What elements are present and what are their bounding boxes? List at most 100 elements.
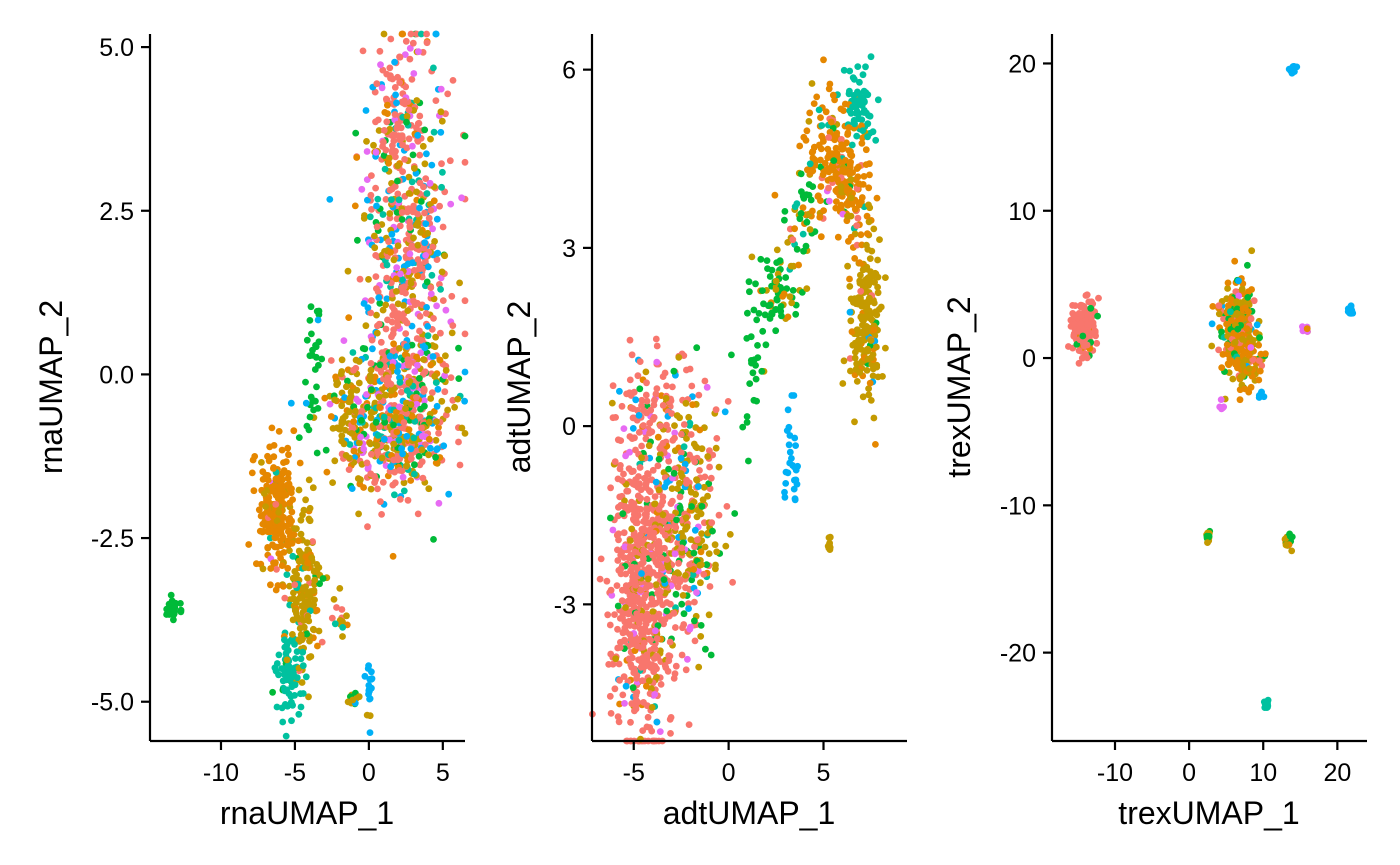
rna-umap-point bbox=[428, 271, 436, 279]
rna-umap-point bbox=[420, 183, 427, 191]
rna-umap-point bbox=[367, 485, 375, 493]
adt-umap-point bbox=[808, 149, 816, 156]
rna-umap-x-tick-label: 5 bbox=[436, 759, 450, 787]
rna-umap-point bbox=[352, 407, 359, 415]
adt-umap-point bbox=[653, 342, 661, 350]
rna-umap-point bbox=[355, 693, 363, 701]
adt-umap-point bbox=[796, 142, 804, 150]
trex-umap-point bbox=[1250, 297, 1258, 305]
trex-umap-point bbox=[1204, 539, 1211, 546]
rna-umap-point bbox=[427, 444, 434, 452]
adt-umap-point bbox=[863, 241, 870, 249]
adt-umap-point bbox=[609, 660, 617, 668]
rna-umap-point bbox=[424, 263, 432, 271]
adt-umap-point bbox=[617, 565, 625, 572]
rna-umap-point bbox=[423, 304, 430, 311]
adt-umap-point bbox=[715, 463, 723, 471]
adt-umap-point bbox=[632, 692, 640, 699]
adt-umap-point bbox=[671, 550, 679, 558]
rna-umap-point bbox=[295, 537, 302, 545]
rna-umap-point bbox=[338, 606, 346, 613]
adt-umap-point bbox=[616, 465, 624, 473]
rna-umap-point bbox=[285, 451, 292, 459]
rna-umap-point bbox=[319, 575, 327, 582]
rna-umap-point bbox=[442, 352, 449, 360]
adt-umap-y-tick-label: -3 bbox=[554, 591, 576, 619]
trex-umap-point bbox=[1082, 292, 1090, 299]
adt-umap-point bbox=[650, 663, 658, 671]
rna-umap-point bbox=[304, 612, 312, 620]
rna-umap-point bbox=[282, 732, 290, 740]
rna-umap-point bbox=[437, 128, 445, 136]
adt-umap-point bbox=[867, 397, 875, 404]
adt-umap-point bbox=[847, 194, 855, 202]
trex-umap-point bbox=[1247, 315, 1255, 323]
rna-umap-point bbox=[386, 210, 394, 217]
adt-umap-point bbox=[636, 385, 644, 393]
trex-umap-point bbox=[1223, 341, 1231, 349]
rna-umap-point bbox=[382, 391, 389, 399]
rna-umap-point bbox=[458, 194, 465, 202]
rna-umap-point bbox=[394, 322, 402, 330]
adt-umap-point bbox=[620, 425, 628, 432]
rna-umap-point bbox=[295, 557, 303, 565]
trex-umap-point bbox=[1287, 66, 1294, 74]
rna-umap-point bbox=[390, 440, 398, 448]
rna-umap-y-tick-label: 0.0 bbox=[99, 361, 134, 389]
adt-umap-point bbox=[851, 255, 859, 262]
adt-umap-point bbox=[864, 355, 872, 363]
adt-umap-point bbox=[616, 493, 624, 501]
rna-umap-point bbox=[380, 435, 388, 443]
rna-umap-point bbox=[382, 301, 390, 309]
rna-umap-point bbox=[277, 530, 285, 538]
rna-umap-point bbox=[444, 90, 452, 98]
adt-umap-point bbox=[686, 419, 694, 427]
rna-umap-point bbox=[455, 375, 463, 382]
rna-umap-point bbox=[399, 30, 407, 38]
adt-umap-point bbox=[854, 326, 861, 334]
rna-umap-point bbox=[396, 403, 403, 411]
trex-umap-point bbox=[1208, 342, 1216, 350]
adt-umap-point bbox=[622, 452, 629, 460]
adt-umap-point bbox=[863, 367, 871, 374]
adt-umap-point bbox=[643, 397, 651, 405]
adt-umap-point bbox=[722, 542, 730, 550]
adt-umap-point bbox=[637, 586, 645, 594]
adt-umap-point bbox=[843, 187, 851, 195]
rna-umap-point bbox=[379, 478, 387, 486]
adt-umap-point bbox=[688, 503, 695, 510]
adt-umap-y-tick-label: 3 bbox=[562, 235, 576, 263]
adt-umap-point bbox=[763, 257, 771, 264]
rna-umap-point bbox=[407, 30, 415, 38]
rna-umap-point bbox=[302, 378, 309, 386]
rna-umap-point bbox=[293, 525, 300, 533]
adt-umap-point bbox=[876, 236, 883, 244]
adt-umap-point bbox=[597, 555, 605, 563]
trex-umap-point bbox=[1084, 321, 1091, 328]
adt-umap-point bbox=[678, 600, 686, 608]
adt-umap-point bbox=[638, 454, 645, 462]
adt-umap-point bbox=[632, 396, 640, 404]
adt-umap-point bbox=[645, 442, 653, 450]
rna-umap-point bbox=[425, 485, 433, 493]
rna-umap-point bbox=[416, 204, 423, 212]
adt-umap-point bbox=[646, 582, 654, 590]
adt-umap-point bbox=[858, 194, 866, 201]
rna-umap-point bbox=[388, 230, 396, 238]
adt-umap-point bbox=[867, 337, 875, 344]
adt-umap-point bbox=[798, 289, 806, 296]
rna-umap-point bbox=[367, 414, 375, 422]
rna-umap-point bbox=[373, 285, 380, 292]
rna-umap-point bbox=[381, 418, 389, 426]
adt-umap-point bbox=[645, 677, 653, 685]
rna-umap-point bbox=[445, 490, 453, 498]
adt-umap-point bbox=[788, 392, 796, 399]
rna-umap-point bbox=[289, 631, 296, 638]
trex-umap-point bbox=[1253, 321, 1261, 329]
adt-umap-point bbox=[744, 309, 751, 317]
rna-umap-point bbox=[276, 490, 284, 498]
trex-umap-point bbox=[1087, 304, 1095, 312]
rna-umap-point bbox=[358, 417, 365, 424]
adt-umap-point bbox=[622, 582, 630, 589]
rna-umap-point bbox=[304, 559, 311, 567]
